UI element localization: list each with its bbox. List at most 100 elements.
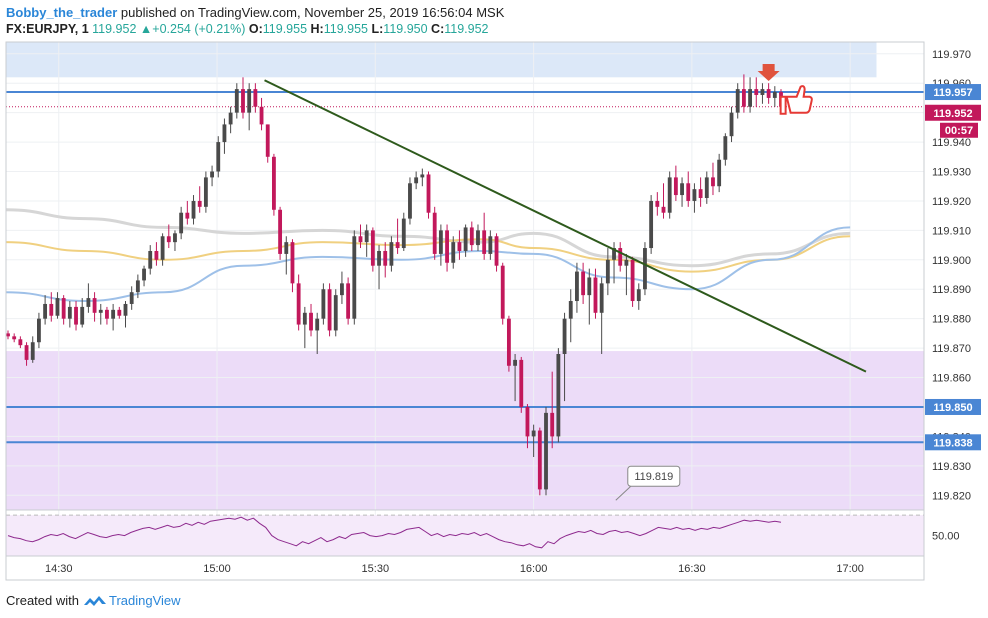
candle-body bbox=[241, 89, 245, 113]
y-tick-label: 119.910 bbox=[932, 225, 971, 237]
author-name[interactable]: Bobby_the_trader bbox=[6, 5, 118, 20]
candles-layer bbox=[6, 74, 783, 496]
candle bbox=[525, 404, 530, 449]
low-callout-box bbox=[627, 465, 681, 487]
candle-body bbox=[191, 200, 196, 219]
y-tick-label: 119.820 bbox=[932, 490, 971, 502]
candle bbox=[74, 301, 78, 331]
candle-body bbox=[24, 345, 29, 360]
candle-body bbox=[259, 106, 264, 125]
candle-body bbox=[426, 174, 431, 213]
candle-body bbox=[12, 336, 17, 340]
candle bbox=[43, 295, 48, 325]
trendline-layer[interactable] bbox=[264, 79, 867, 373]
candle-body bbox=[309, 312, 313, 331]
candle-body bbox=[117, 309, 122, 316]
candle bbox=[247, 83, 252, 131]
candle bbox=[271, 153, 276, 216]
level-label-119.850: 119.850 bbox=[933, 402, 972, 414]
candle-body bbox=[222, 124, 227, 143]
candle-body bbox=[401, 218, 406, 249]
candle-body bbox=[271, 156, 276, 210]
candle bbox=[575, 262, 579, 313]
candle bbox=[593, 268, 598, 319]
candle bbox=[105, 306, 109, 325]
candle-body bbox=[333, 295, 338, 331]
candle bbox=[667, 171, 672, 219]
tradingview-link[interactable]: TradingView bbox=[108, 593, 181, 608]
level-label-119.838: 119.838 bbox=[933, 437, 972, 449]
candle-body bbox=[173, 233, 177, 243]
candle-body bbox=[760, 89, 765, 95]
candle bbox=[67, 301, 72, 328]
candle bbox=[18, 336, 23, 349]
candle bbox=[222, 118, 227, 154]
change-arrow-icon: ▲ bbox=[139, 22, 153, 36]
chart-border bbox=[5, 41, 925, 581]
candle-body bbox=[364, 230, 369, 243]
candle-body bbox=[352, 236, 357, 319]
published-text: published on TradingView.com, November 2… bbox=[120, 5, 505, 20]
current-price-label: 119.952 bbox=[933, 108, 972, 120]
frame-layer bbox=[5, 41, 925, 581]
candle-body bbox=[74, 306, 78, 325]
candle bbox=[61, 295, 66, 325]
candle bbox=[686, 171, 691, 207]
candle bbox=[698, 177, 703, 207]
high-value: 119.955 bbox=[323, 22, 368, 36]
candle bbox=[389, 236, 394, 272]
candle-body bbox=[673, 177, 678, 196]
candle bbox=[463, 224, 468, 257]
tradingview-logo-icon[interactable] bbox=[83, 594, 107, 611]
sell-arrow-icon bbox=[757, 64, 780, 81]
y-tick-label: 119.880 bbox=[932, 314, 971, 326]
x-tick-label: 14:30 bbox=[45, 563, 73, 575]
candle-body bbox=[358, 236, 363, 243]
candle-body bbox=[494, 236, 499, 266]
candle-body bbox=[67, 306, 72, 319]
candle bbox=[173, 230, 177, 251]
candle bbox=[395, 218, 400, 254]
candle bbox=[426, 171, 431, 219]
countdown-bg bbox=[940, 122, 978, 138]
countdown-label: 00:57 bbox=[945, 125, 973, 137]
candle bbox=[636, 283, 641, 310]
candle bbox=[160, 233, 165, 266]
y-tick-label: 119.900 bbox=[932, 255, 971, 267]
candle bbox=[340, 271, 344, 304]
candle-body bbox=[525, 406, 530, 437]
candle-body bbox=[135, 280, 140, 293]
y-tick-label: 119.890 bbox=[932, 284, 971, 296]
candle-body bbox=[111, 309, 116, 319]
candle-body bbox=[556, 354, 561, 437]
candle-body bbox=[618, 248, 623, 266]
candle bbox=[605, 248, 610, 296]
candle bbox=[717, 153, 722, 193]
candle-body bbox=[129, 292, 134, 304]
candle-body bbox=[445, 230, 449, 263]
y-tick-label: 119.930 bbox=[932, 167, 971, 179]
candle bbox=[692, 183, 697, 213]
candle-body bbox=[519, 359, 524, 407]
open-value: 119.955 bbox=[262, 22, 308, 36]
candle-body bbox=[395, 242, 400, 249]
x-tick-label: 15:30 bbox=[362, 563, 390, 575]
candle bbox=[302, 306, 307, 349]
candle-body bbox=[92, 298, 97, 313]
footer: Created with TradingView bbox=[6, 593, 181, 611]
candle bbox=[80, 298, 85, 328]
candle-body bbox=[166, 236, 171, 243]
created-with-text: Created with bbox=[6, 593, 79, 608]
candle-body bbox=[624, 259, 629, 266]
candle-body bbox=[698, 189, 703, 198]
candle bbox=[735, 83, 740, 119]
candle-body bbox=[605, 259, 610, 284]
candle bbox=[129, 286, 134, 310]
candle bbox=[265, 124, 270, 163]
candle-body bbox=[568, 301, 573, 319]
candle-body bbox=[234, 89, 239, 113]
candle-body bbox=[49, 303, 54, 316]
candle-body bbox=[321, 289, 326, 319]
candle-body bbox=[581, 271, 586, 296]
